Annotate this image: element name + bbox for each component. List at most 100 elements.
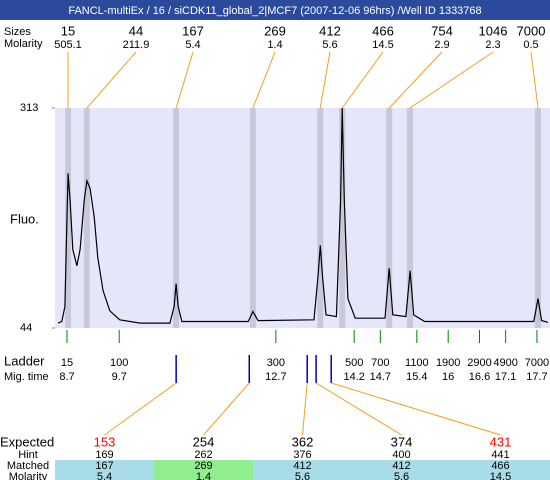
peak-size: 1046 [479,23,508,38]
expected-connector [302,382,308,436]
peak-size: 412 [319,23,341,38]
peak-connector [409,51,494,109]
ladder-time: 16 [442,371,454,383]
ladder-size: 300 [267,357,285,369]
molarity-value: 14.5 [490,471,511,480]
peak-connector [530,51,539,109]
peak-size: 7000 [517,23,546,38]
ladder-size: 4900 [493,357,517,369]
ladder-time: 14.7 [370,371,391,383]
expected-connector [331,382,501,436]
y-tick-label: 44 [20,322,32,334]
y-tick-label: 313 [20,102,38,114]
matched-value: 167 [95,460,113,472]
matched-value: 412 [293,460,311,472]
ladder-time: 15.4 [406,371,427,383]
ladder-size: 7000 [525,357,549,369]
molarity-label: Molarity [9,471,48,480]
peak-molarity: 5.6 [322,39,337,51]
peak-connector [388,51,443,109]
matched-band [154,460,253,480]
peak-connector [252,51,276,109]
peak-connector [319,51,331,109]
peak-molarity: 14.5 [372,39,393,51]
expected-value: 153 [94,434,116,449]
molarity-value: 5.6 [394,471,409,480]
peak-connector [86,51,137,109]
peak-band [407,108,414,328]
peak-band [249,108,256,328]
ladder-size: 15 [61,357,73,369]
plot-area [55,108,550,328]
title: FANCL-multiEx / 16 / siCDK11_global_2|MC… [68,5,481,17]
peak-band [534,108,541,328]
expected-value: 431 [490,434,512,449]
peak-band [386,108,393,328]
trace [57,107,549,324]
peak-molarity: 5.4 [185,39,200,51]
molarity-value: 5.4 [97,471,112,480]
peak-size: 44 [129,23,143,38]
peak-size: 15 [61,23,75,38]
peak-connector [341,51,384,109]
matched-value: 269 [194,460,212,472]
ladder-size: 1900 [436,357,460,369]
ladder-time: 8.7 [59,371,74,383]
peak-molarity: 211.9 [123,39,150,51]
ladder-time: 17.1 [495,371,516,383]
ladder-size: 500 [345,357,363,369]
ladder-size: 100 [110,357,128,369]
ladder-size: 1100 [405,357,429,369]
peak-band [173,108,180,328]
ladder-time: 9.7 [112,371,127,383]
hint-value: 262 [194,449,212,461]
peak-size: 754 [431,23,453,38]
matched-value: 466 [491,460,509,472]
matched-band [451,460,550,480]
peak-band [317,108,324,328]
expected-connector [203,382,250,436]
size-row-label: Sizes [4,26,31,38]
peak-connector [175,51,194,109]
ladder-time: 12.7 [265,371,286,383]
matched-band [253,460,352,480]
peak-size: 269 [264,23,286,38]
hint-value: 376 [293,449,311,461]
ladder-label: Ladder [4,353,45,368]
peak-molarity: 1.4 [267,39,282,51]
molarity-row-label: Molarity [4,38,43,50]
ladder-time: 14.2 [343,371,364,383]
peak-band [339,108,346,328]
expected-connector [315,382,402,436]
peak-molarity: 505.1 [54,39,82,51]
peak-size: 167 [182,23,204,38]
expected-label: Expected [0,434,54,449]
peak-molarity: 0.5 [523,39,538,51]
matched-label: Matched [7,460,49,472]
peak-band [65,108,72,328]
peak-molarity: 2.9 [434,39,449,51]
hint-value: 400 [392,449,410,461]
matched-band [55,460,154,480]
ladder-size: 2900 [467,357,491,369]
expected-value: 254 [193,434,215,449]
hint-value: 169 [95,449,113,461]
ladder-time: 17.7 [526,371,547,383]
y-axis-label: Fluo. [10,211,39,226]
ladder-size: 700 [371,357,389,369]
expected-value: 362 [292,434,314,449]
hint-label: Hint [18,449,38,461]
mig-time-label: Mig. time [4,371,49,383]
peak-size: 466 [372,23,394,38]
peak-band [83,108,90,328]
matched-value: 412 [392,460,410,472]
expected-value: 374 [391,434,413,449]
peak-molarity: 2.3 [485,39,500,51]
ladder-time: 16.6 [469,371,490,383]
molarity-value: 5.6 [295,471,310,480]
molarity-value: 1.4 [196,471,211,480]
hint-value: 441 [491,449,509,461]
title-bar [0,0,550,20]
matched-band [352,460,451,480]
